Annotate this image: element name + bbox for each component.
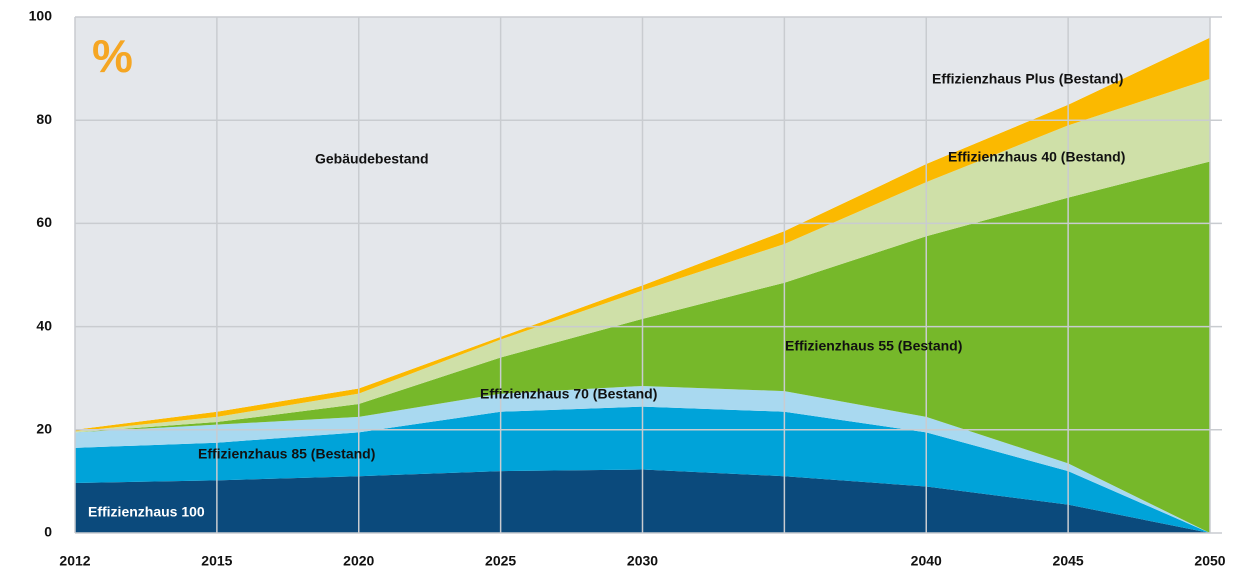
unit-label: % [92, 30, 133, 82]
area-label: Effizienzhaus 55 (Bestand) [785, 338, 962, 354]
x-tick-label: 2030 [627, 553, 658, 569]
y-tick-label: 0 [44, 524, 52, 540]
x-tick-label: 2050 [1194, 553, 1225, 569]
x-tick-label: 2015 [201, 553, 232, 569]
y-tick-label: 60 [36, 214, 52, 230]
y-tick-label: 100 [29, 8, 53, 24]
area-label: Effizienzhaus 85 (Bestand) [198, 446, 375, 462]
x-tick-label: 2020 [343, 553, 374, 569]
x-tick-label: 2040 [911, 553, 942, 569]
x-tick-label: 2025 [485, 553, 516, 569]
area-label: Effizienzhaus 70 (Bestand) [480, 386, 657, 402]
area-label: Gebäudebestand [315, 151, 429, 167]
area-label: Effizienzhaus Plus (Bestand) [932, 71, 1123, 87]
y-tick-label: 40 [36, 317, 52, 333]
area-label: Effizienzhaus 40 (Bestand) [948, 149, 1125, 165]
y-tick-label: 20 [36, 421, 52, 437]
grid [74, 16, 1222, 534]
x-tick-label: 2012 [59, 553, 90, 569]
x-tick-label: 2045 [1053, 553, 1084, 569]
y-tick-label: 80 [36, 111, 52, 127]
area-label: Effizienzhaus 100 [88, 504, 205, 520]
